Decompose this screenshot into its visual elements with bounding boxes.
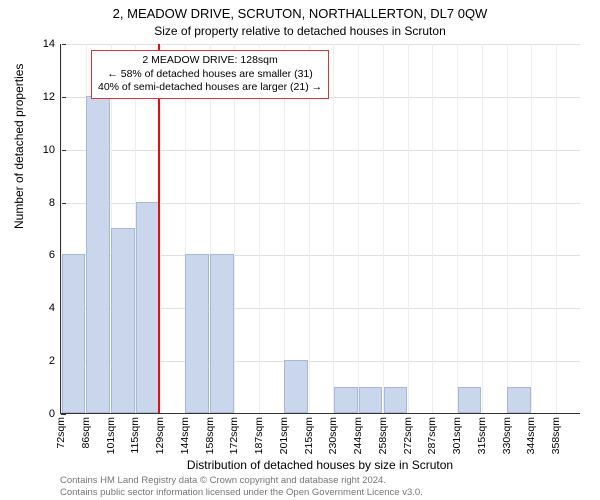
plot-area: 0246810121472sqm86sqm101sqm115sqm129sqm1…: [60, 44, 580, 414]
y-axis-label: Number of detached properties: [12, 64, 26, 229]
x-tick-label: 287sqm: [426, 413, 438, 454]
y-tick-label: 8: [49, 197, 61, 209]
gridline-h: [61, 44, 580, 45]
footnote-line1: Contains HM Land Registry data © Crown c…: [60, 475, 423, 486]
x-tick-label: 358sqm: [550, 413, 562, 454]
gridline-v: [531, 44, 532, 413]
x-tick-label: 172sqm: [228, 413, 240, 454]
x-tick-label: 86sqm: [80, 413, 92, 449]
x-tick-label: 72sqm: [55, 413, 67, 449]
chart-title-line1: 2, MEADOW DRIVE, SCRUTON, NORTHALLERTON,…: [0, 6, 600, 21]
y-tick-label: 2: [49, 355, 61, 367]
histogram-bar: [384, 387, 408, 413]
histogram-bar: [359, 387, 383, 413]
gridline-v: [383, 44, 384, 413]
histogram-bar: [62, 254, 86, 413]
infobox-line1: 2 MEADOW DRIVE: 128sqm: [98, 54, 322, 68]
gridline-v: [358, 44, 359, 413]
gridline-v: [284, 44, 285, 413]
infobox-line2: ← 58% of detached houses are smaller (31…: [98, 68, 322, 82]
x-tick-label: 301sqm: [451, 413, 463, 454]
gridline-v: [408, 44, 409, 413]
y-tick-label: 4: [49, 302, 61, 314]
reference-infobox: 2 MEADOW DRIVE: 128sqm ← 58% of detached…: [91, 50, 329, 99]
x-axis-label: Distribution of detached houses by size …: [60, 458, 580, 472]
x-tick-label: 344sqm: [525, 413, 537, 454]
gridline-v: [556, 44, 557, 413]
x-tick-label: 258sqm: [377, 413, 389, 454]
x-tick-label: 144sqm: [179, 413, 191, 454]
histogram-bar: [334, 387, 358, 413]
x-tick-label: 330sqm: [501, 413, 513, 454]
y-tick-label: 10: [43, 144, 61, 156]
reference-line: [158, 44, 160, 413]
chart-title-line2: Size of property relative to detached ho…: [0, 24, 600, 38]
x-tick-label: 272sqm: [402, 413, 414, 454]
x-tick-label: 158sqm: [204, 413, 216, 454]
gridline-v: [333, 44, 334, 413]
histogram-bar: [458, 387, 482, 413]
infobox-line3: 40% of semi-detached houses are larger (…: [98, 81, 322, 95]
x-tick-label: 201sqm: [278, 413, 290, 454]
footnote: Contains HM Land Registry data © Crown c…: [60, 475, 423, 498]
x-tick-label: 215sqm: [303, 413, 315, 454]
footnote-line2: Contains public sector information licen…: [60, 487, 423, 498]
histogram-bar: [111, 228, 135, 413]
histogram-bar: [284, 360, 308, 413]
y-tick-label: 12: [43, 91, 61, 103]
gridline-v: [234, 44, 235, 413]
gridline-h: [61, 150, 580, 151]
x-tick-label: 129sqm: [154, 413, 166, 454]
x-tick-label: 187sqm: [253, 413, 265, 454]
gridline-v: [309, 44, 310, 413]
x-tick-label: 101sqm: [105, 413, 117, 454]
x-tick-label: 244sqm: [352, 413, 364, 454]
x-tick-label: 230sqm: [327, 413, 339, 454]
x-tick-label: 315sqm: [476, 413, 488, 454]
y-tick-label: 14: [43, 38, 61, 50]
y-tick-label: 6: [49, 249, 61, 261]
gridline-v: [259, 44, 260, 413]
gridline-v: [457, 44, 458, 413]
histogram-bar: [136, 202, 160, 413]
x-tick-label: 115sqm: [129, 413, 141, 454]
histogram-bar: [210, 254, 234, 413]
gridline-v: [507, 44, 508, 413]
histogram-bar: [507, 387, 531, 413]
histogram-bar: [86, 96, 110, 413]
histogram-bar: [185, 254, 209, 413]
gridline-v: [432, 44, 433, 413]
gridline-v: [482, 44, 483, 413]
